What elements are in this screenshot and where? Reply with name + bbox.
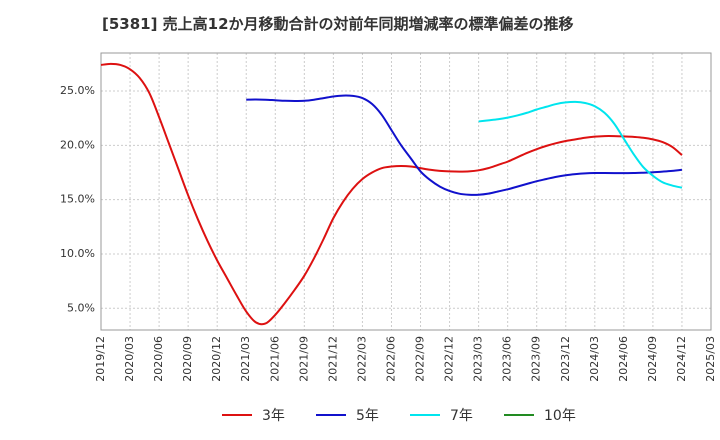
- x-tick-label: 2021/12: [326, 336, 339, 382]
- x-tick-label: 2024/09: [646, 336, 659, 382]
- y-axis: 5.0% 10.0% 15.0% 20.0% 25.0%: [60, 84, 95, 314]
- x-tick-label: 2024/03: [588, 336, 601, 382]
- legend-item: 3年: [222, 401, 285, 429]
- x-tick-label: 2021/09: [297, 336, 310, 382]
- chart-title: [5381] 売上高12か月移動合計の対前年同期増減率の標準偏差の推移: [102, 15, 574, 33]
- x-tick-label: 2024/06: [617, 336, 630, 382]
- legend-label: 10年: [544, 408, 576, 424]
- legend-swatch: [222, 414, 252, 416]
- x-tick-label: 2020/06: [152, 336, 165, 382]
- legend-swatch: [504, 414, 534, 416]
- x-tick-label: 2021/06: [268, 336, 281, 382]
- y-tick-label: 25.0%: [60, 84, 95, 97]
- series-line-2: [478, 100, 683, 189]
- x-tick-label: 2019/12: [94, 336, 107, 382]
- y-tick-label: 5.0%: [67, 301, 95, 314]
- legend-label: 5年: [356, 408, 379, 424]
- x-tick-label: 2023/09: [530, 336, 543, 382]
- x-tick-label: 2020/12: [210, 336, 223, 382]
- legend: 3年 5年 7年 10年: [0, 401, 720, 429]
- y-tick-label: 20.0%: [60, 138, 95, 151]
- legend-swatch: [410, 414, 440, 416]
- legend-swatch: [316, 414, 346, 416]
- x-tick-label: 2023/06: [501, 336, 514, 382]
- legend-item: 5年: [316, 401, 379, 429]
- x-tick-label: 2022/12: [443, 336, 456, 382]
- legend-label: 3年: [262, 408, 285, 424]
- legend-item: 7年: [410, 401, 473, 429]
- x-tick-label: 2023/12: [559, 336, 572, 382]
- series-line-1: [246, 94, 683, 196]
- legend-label: 7年: [450, 408, 473, 424]
- x-tick-label: 2022/09: [414, 336, 427, 382]
- x-tick-label: 2020/09: [181, 336, 194, 382]
- legend-item: 10年: [504, 401, 576, 429]
- y-tick-label: 10.0%: [60, 247, 95, 260]
- x-tick-label: 2020/03: [123, 336, 136, 382]
- series-line-0: [100, 62, 683, 326]
- x-tick-label: 2023/03: [472, 336, 485, 382]
- grid: [100, 53, 712, 330]
- x-tick-label: 2025/03: [704, 336, 717, 382]
- x-tick-label: 2024/12: [675, 336, 688, 382]
- x-tick-label: 2021/03: [239, 336, 252, 382]
- plot-area: [100, 52, 712, 331]
- x-tick-label: 2022/06: [384, 336, 397, 382]
- x-axis: 2019/12 2020/03 2020/06 2020/09 2020/12 2021/…: [94, 336, 717, 382]
- series-lines: [100, 62, 683, 326]
- x-tick-label: 2022/03: [355, 336, 368, 382]
- y-tick-label: 15.0%: [60, 193, 95, 206]
